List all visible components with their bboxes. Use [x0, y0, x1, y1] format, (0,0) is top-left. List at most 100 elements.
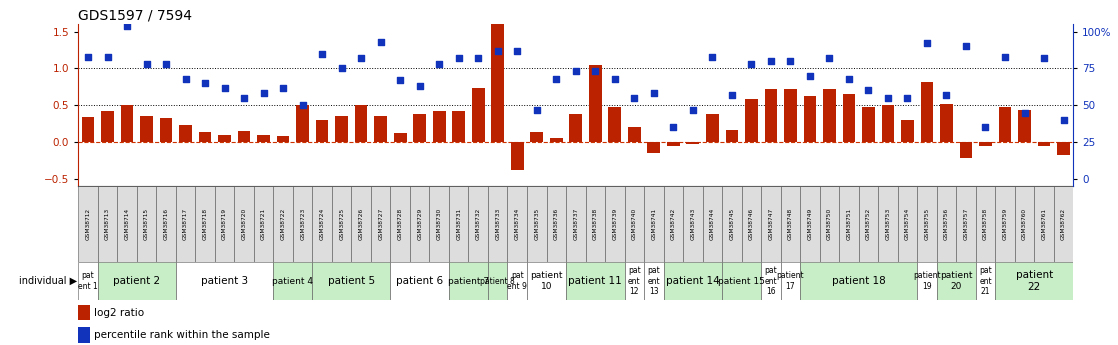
Bar: [78, 262, 97, 300]
Bar: [566, 186, 586, 262]
Bar: [761, 186, 780, 262]
Text: patient 8: patient 8: [481, 277, 515, 286]
Bar: [1015, 186, 1034, 262]
Bar: [117, 186, 136, 262]
Point: [567, 69, 585, 74]
Point: [449, 55, 467, 61]
Text: GSM38712: GSM38712: [85, 208, 91, 240]
Text: GSM38731: GSM38731: [456, 208, 462, 240]
Bar: [82, 117, 94, 142]
Text: GSM38717: GSM38717: [183, 208, 188, 240]
Text: patient
22: patient 22: [1015, 270, 1053, 292]
Point: [158, 61, 176, 67]
Bar: [959, 142, 973, 158]
Text: GSM38732: GSM38732: [476, 208, 481, 240]
Bar: [492, 6, 504, 142]
Bar: [940, 104, 953, 142]
Text: GSM38729: GSM38729: [417, 208, 423, 240]
Bar: [315, 120, 329, 142]
Bar: [199, 132, 211, 142]
Bar: [215, 186, 235, 262]
Bar: [97, 262, 176, 300]
Point: [255, 91, 273, 96]
Text: GSM38742: GSM38742: [671, 208, 675, 240]
Bar: [800, 262, 917, 300]
Text: patient
10: patient 10: [530, 272, 562, 291]
Text: GSM38720: GSM38720: [241, 208, 247, 240]
Bar: [277, 136, 290, 142]
Bar: [97, 186, 117, 262]
Bar: [705, 114, 719, 142]
Bar: [487, 262, 508, 300]
Text: GSM38759: GSM38759: [1003, 208, 1007, 240]
Point: [996, 54, 1014, 59]
Text: GSM38760: GSM38760: [1022, 208, 1027, 240]
Point: [294, 102, 312, 108]
Bar: [859, 186, 878, 262]
Bar: [78, 186, 97, 262]
Bar: [238, 131, 250, 142]
Bar: [780, 186, 800, 262]
Bar: [976, 186, 995, 262]
Bar: [414, 114, 426, 142]
Text: percentile rank within the sample: percentile rank within the sample: [94, 330, 271, 340]
Point: [235, 95, 253, 101]
Bar: [453, 111, 465, 142]
Point: [391, 77, 409, 83]
Bar: [608, 107, 622, 142]
Bar: [625, 186, 644, 262]
Bar: [878, 186, 898, 262]
Bar: [176, 186, 196, 262]
Bar: [78, 305, 91, 320]
Bar: [920, 82, 934, 142]
Bar: [741, 186, 761, 262]
Bar: [917, 262, 937, 300]
Text: GSM38715: GSM38715: [144, 208, 149, 240]
Bar: [625, 262, 644, 300]
Text: GSM38751: GSM38751: [846, 208, 852, 240]
Bar: [354, 105, 368, 142]
Point: [860, 88, 878, 93]
Point: [79, 54, 97, 59]
Bar: [1018, 110, 1031, 142]
Point: [918, 41, 936, 46]
Text: GSM38723: GSM38723: [300, 208, 305, 240]
Text: GSM38728: GSM38728: [398, 208, 402, 240]
Point: [470, 55, 487, 61]
Point: [509, 48, 527, 53]
Bar: [254, 186, 274, 262]
Text: pat
ent
12: pat ent 12: [628, 266, 641, 296]
Point: [138, 61, 155, 67]
Bar: [449, 262, 487, 300]
Point: [899, 95, 917, 101]
Bar: [508, 262, 527, 300]
Bar: [586, 186, 605, 262]
Bar: [176, 262, 274, 300]
Bar: [508, 186, 527, 262]
Point: [800, 73, 818, 79]
Bar: [726, 130, 738, 142]
Text: GSM38762: GSM38762: [1061, 208, 1067, 240]
Text: patient 14: patient 14: [666, 276, 720, 286]
Point: [489, 48, 506, 53]
Bar: [843, 94, 855, 142]
Bar: [995, 186, 1015, 262]
Bar: [901, 120, 913, 142]
Point: [1015, 110, 1033, 115]
Text: GSM38724: GSM38724: [320, 208, 324, 240]
Point: [98, 54, 116, 59]
Text: GSM38740: GSM38740: [632, 208, 637, 240]
Text: patient
20: patient 20: [940, 272, 973, 291]
Text: patient
19: patient 19: [913, 272, 940, 291]
Text: pat
ent
21: pat ent 21: [979, 266, 992, 296]
Bar: [160, 118, 172, 142]
Bar: [937, 186, 956, 262]
Bar: [644, 262, 664, 300]
Bar: [1058, 142, 1070, 155]
Bar: [449, 186, 468, 262]
Bar: [371, 186, 390, 262]
Bar: [664, 262, 722, 300]
Point: [548, 76, 566, 81]
Point: [938, 92, 956, 98]
Bar: [702, 186, 722, 262]
